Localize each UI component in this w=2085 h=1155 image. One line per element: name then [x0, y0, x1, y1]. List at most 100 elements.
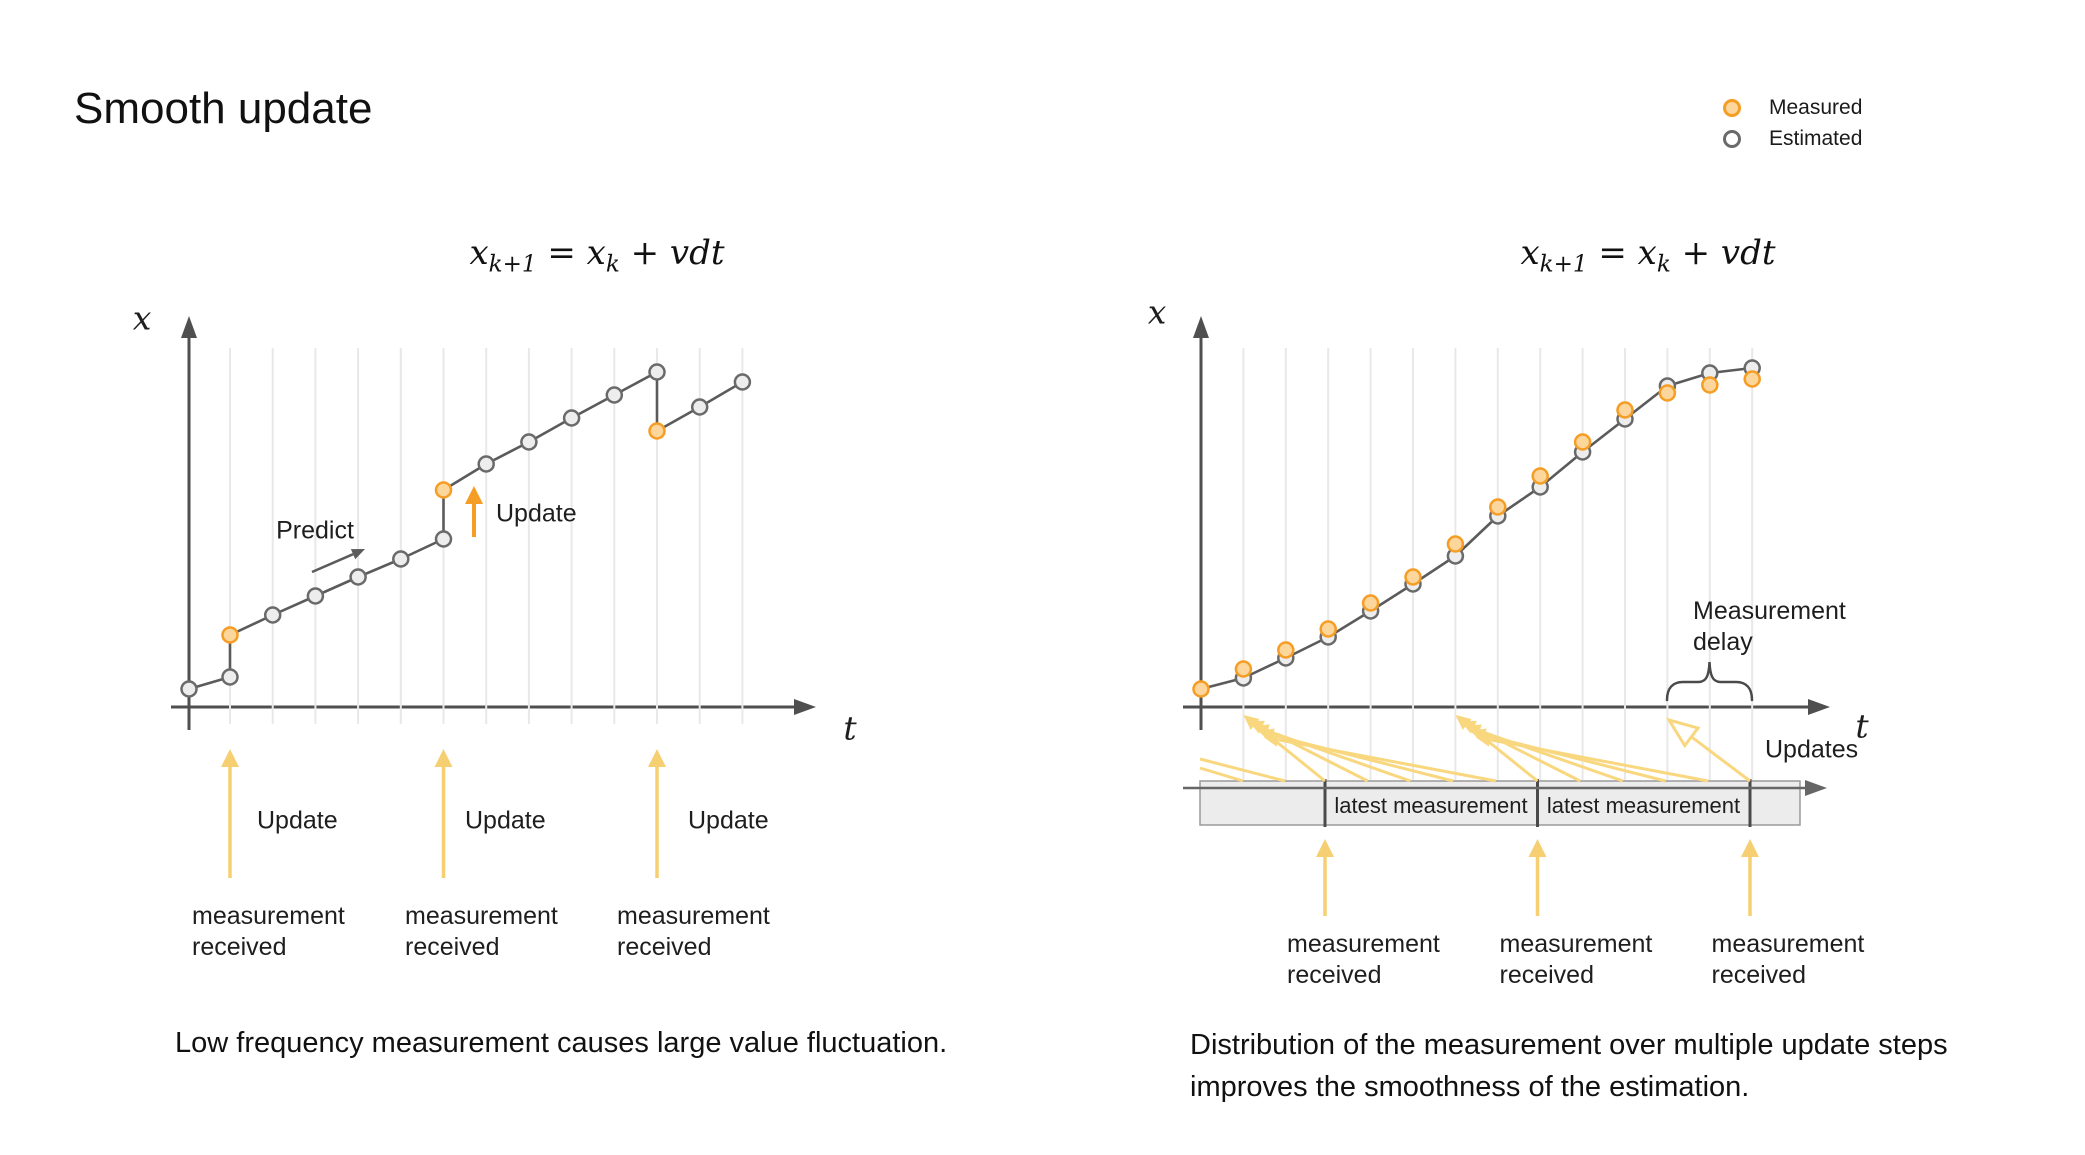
- formula-segment: x: [1637, 233, 1657, 273]
- estimated-point: [349, 568, 367, 586]
- left-y-axis-head: [181, 316, 197, 338]
- left-predict-label: Predict: [276, 516, 354, 545]
- fan-arrow-shaft: [1489, 738, 1709, 783]
- right-measurement-delay-label: Measurement delay: [1693, 597, 1846, 656]
- measured-point: [1701, 376, 1719, 394]
- estimated-point: [520, 433, 538, 451]
- formula-right: xk+1 = xk + vdt: [1520, 233, 1775, 277]
- measured-point: [1489, 498, 1507, 516]
- measurement-received-arrow-head: [1741, 839, 1759, 857]
- right-t-axis-letter: t: [1855, 706, 1869, 746]
- right-measurement-received-label-2: measurement received: [1499, 930, 1653, 989]
- legend-row-estimated: Estimated: [1723, 123, 1862, 154]
- left-y-axis-letter: x: [132, 298, 152, 338]
- left-measurement-received-label-3: measurement received: [617, 902, 770, 961]
- caption-left: Low frequency measurement causes large v…: [175, 1027, 948, 1059]
- left-measurement-received-label-2: measurement received: [405, 902, 558, 961]
- measured-point: [221, 626, 239, 644]
- measurement-received-arrow-head: [1528, 839, 1547, 857]
- formula-segment: x: [586, 233, 606, 273]
- right-gridlines: [1242, 348, 1754, 780]
- fan-arrow-head: [1263, 732, 1280, 747]
- formula-segment: +: [1670, 233, 1721, 273]
- fan-stub: [1199, 757, 1286, 783]
- right-latest-measurement-cell-label: latest measurement: [1546, 793, 1741, 818]
- left-update-below-label-2: Update: [465, 806, 546, 835]
- measured-point: [1404, 568, 1422, 586]
- formula-left: xk+1 = xk + vdt: [469, 233, 724, 277]
- fan-stub: [1199, 766, 1244, 783]
- measured-point: [1192, 680, 1210, 698]
- measurement-received-arrow-head: [221, 749, 239, 767]
- estimated-point: [648, 363, 666, 381]
- measured-point: [1277, 641, 1295, 659]
- legend-row-measured: Measured: [1723, 92, 1862, 123]
- formula-segment: k: [1656, 251, 1671, 278]
- left-t-axis-letter: t: [843, 708, 857, 748]
- predict-arrow-shaft: [311, 553, 354, 574]
- left-measurement-received-label-1: measurement received: [192, 902, 345, 961]
- fan-arrow-shaft: [1484, 733, 1666, 783]
- formula-segment: +: [619, 233, 670, 273]
- formula-segment: vdt: [1720, 233, 1776, 273]
- measured-point: [1743, 370, 1761, 388]
- estimated-point: [306, 587, 325, 605]
- formula-segment: x: [469, 233, 489, 273]
- estimated-point: [434, 530, 453, 548]
- estimated-point: [392, 550, 410, 568]
- formula-segment: k+1: [488, 251, 537, 278]
- predict-arrow-head: [350, 549, 365, 560]
- right-latest-measurement-cell-label: latest measurement: [1334, 793, 1528, 818]
- right-t-axis-head: [1808, 699, 1830, 715]
- measurement-received-arrow-head: [648, 749, 666, 767]
- measured-point: [1446, 535, 1465, 553]
- measured-point: [1361, 594, 1380, 612]
- estimated-point: [263, 606, 282, 624]
- right-updates-label: Updates: [1765, 735, 1859, 764]
- fan-arrow-head: [1475, 732, 1492, 747]
- measured-point: [434, 481, 453, 499]
- measurement-received-arrow-head: [1316, 839, 1334, 857]
- estimated-point: [180, 680, 198, 698]
- formula-segment: k: [605, 251, 620, 278]
- measured-point-icon: [1723, 98, 1741, 117]
- fan-arrow-shaft: [1277, 738, 1497, 783]
- estimated-point: [690, 398, 709, 416]
- update-arrow-head: [465, 486, 483, 504]
- measured-point: [1573, 433, 1592, 451]
- legend: Measured Estimated: [1723, 92, 1862, 154]
- measured-point: [1234, 660, 1253, 678]
- right-measurement-received-label-1: measurement received: [1287, 930, 1440, 989]
- right-y-axis-head: [1193, 316, 1209, 338]
- fan-arrow-shaft: [1272, 733, 1454, 783]
- delayed-fan-arrow-shaft: [1690, 735, 1751, 783]
- measured-point: [1658, 384, 1677, 402]
- legend-label-estimated: Estimated: [1769, 126, 1863, 150]
- estimated-point: [733, 373, 752, 391]
- measurement-delay-brace: [1665, 661, 1754, 702]
- left-gridlines: [229, 348, 744, 724]
- right-trajectory-line: [1200, 366, 1753, 691]
- page-title: Smooth update: [74, 84, 373, 133]
- left-update-below-label-1: Update: [257, 806, 338, 835]
- right-plot: [1183, 316, 1830, 916]
- caption-right: Distribution of the measurement over mul…: [1190, 1029, 1948, 1103]
- measured-point: [1531, 467, 1549, 485]
- formula-segment: =: [536, 233, 587, 273]
- estimated-point-icon: [1723, 129, 1741, 148]
- estimated-point: [221, 668, 239, 686]
- left-plot: [171, 316, 816, 878]
- formula-segment: k+1: [1539, 251, 1588, 278]
- estimated-point: [562, 409, 581, 427]
- measured-point: [1616, 401, 1634, 419]
- estimated-point: [477, 455, 495, 473]
- right-measurement-received-label-3: measurement received: [1711, 930, 1865, 989]
- measurement-received-arrow-head: [434, 749, 453, 767]
- measured-point: [648, 422, 666, 440]
- delayed-fan-arrow-head: [1665, 717, 1701, 749]
- legend-label-measured: Measured: [1769, 95, 1863, 119]
- estimated-point: [605, 386, 624, 404]
- formula-segment: x: [1520, 233, 1540, 273]
